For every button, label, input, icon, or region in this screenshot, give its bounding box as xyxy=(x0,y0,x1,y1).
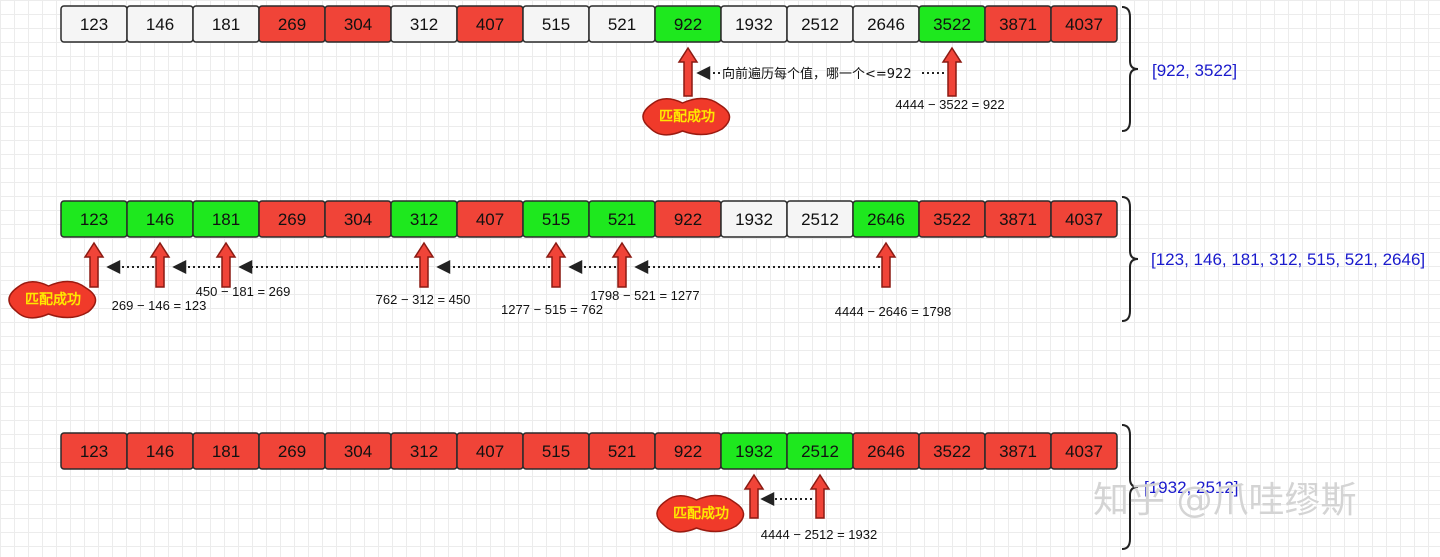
cell-value: 2512 xyxy=(801,15,839,34)
cell-value: 269 xyxy=(278,210,306,229)
cell-value: 181 xyxy=(212,442,240,461)
calc-label: 1277 − 515 = 762 xyxy=(501,302,603,317)
match-success-badge: 匹配成功 xyxy=(642,97,731,136)
cell-value: 269 xyxy=(278,442,306,461)
calc-label: 1798 − 521 = 1277 xyxy=(590,288,699,303)
cell-value: 1932 xyxy=(735,442,773,461)
cell-box xyxy=(1050,200,1118,238)
badge-label: 匹配成功 xyxy=(25,291,81,308)
arrow-2512 xyxy=(809,473,831,519)
cell-value: 521 xyxy=(608,442,636,461)
cell-box xyxy=(1050,432,1118,470)
cell-value: 1932 xyxy=(735,15,773,34)
cell-value: 407 xyxy=(476,210,504,229)
arrow-123 xyxy=(83,241,105,288)
cell-value: 2646 xyxy=(867,210,905,229)
cell-value: 515 xyxy=(542,210,570,229)
arrow-312 xyxy=(413,241,435,288)
cell-value: 304 xyxy=(344,442,372,461)
cell-value: 2512 xyxy=(801,210,839,229)
cell-value: 922 xyxy=(674,442,702,461)
calc-label: 4444 − 2512 = 1932 xyxy=(761,527,877,542)
cell-value: 312 xyxy=(410,15,438,34)
cell-value: 146 xyxy=(146,442,174,461)
arrow-521 xyxy=(611,241,633,288)
calc-label: 4444 − 3522 = 922 xyxy=(895,97,1004,112)
cell-value: 515 xyxy=(542,15,570,34)
result-brace xyxy=(1121,424,1139,550)
match-success-badge: 匹配成功 xyxy=(656,494,745,533)
cell-value: 181 xyxy=(212,15,240,34)
cell-value: 3871 xyxy=(999,15,1037,34)
cell-value: 4037 xyxy=(1065,210,1103,229)
cell-value: 304 xyxy=(344,210,372,229)
cell-value: 146 xyxy=(146,210,174,229)
cell-value: 521 xyxy=(608,15,636,34)
arrow-515 xyxy=(545,241,567,288)
cell-value: 3522 xyxy=(933,210,971,229)
cell-value: 2512 xyxy=(801,442,839,461)
cell-value: 181 xyxy=(212,210,240,229)
cell-value: 312 xyxy=(410,442,438,461)
cell-value: 3522 xyxy=(933,15,971,34)
array-row-3: 123 146 181 269 304 312 407 515 521 922 1932 2512 26… xyxy=(60,432,1118,470)
cell-value: 123 xyxy=(80,210,108,229)
badge-cloud xyxy=(8,280,97,319)
result-brace xyxy=(1121,6,1139,132)
cell-value: 407 xyxy=(476,15,504,34)
cell-value: 515 xyxy=(542,442,570,461)
arrow-181 xyxy=(215,241,237,288)
result-brace xyxy=(1121,196,1139,322)
cell-value: 922 xyxy=(674,210,702,229)
badge-cloud xyxy=(642,97,731,136)
badge-label: 匹配成功 xyxy=(673,505,729,522)
badge-label: 匹配成功 xyxy=(659,108,715,125)
cell-value: 269 xyxy=(278,15,306,34)
cell-value: 2646 xyxy=(867,15,905,34)
calc-label: 4444 − 2646 = 1798 xyxy=(835,304,951,319)
array-row-2: 123 146 181 269 304 312 407 515 521 922 1932 2512 26… xyxy=(60,200,1118,238)
arrow-922 xyxy=(677,46,699,97)
cell-box xyxy=(1050,5,1118,43)
calc-label: 269 − 146 = 123 xyxy=(112,298,207,313)
cell-value: 4037 xyxy=(1065,15,1103,34)
cell-value: 123 xyxy=(80,442,108,461)
cell-value: 521 xyxy=(608,210,636,229)
cell-value: 146 xyxy=(146,15,174,34)
cell-value: 304 xyxy=(344,15,372,34)
cell-value: 1932 xyxy=(735,210,773,229)
arrow-1932 xyxy=(743,473,765,519)
cell-value: 4037 xyxy=(1065,442,1103,461)
watermark: 知乎 @爪哇缪斯 xyxy=(1093,480,1356,521)
calc-label: 762 − 312 = 450 xyxy=(376,292,471,307)
cell-value: 312 xyxy=(410,210,438,229)
cell-value: 407 xyxy=(476,442,504,461)
match-success-badge: 匹配成功 xyxy=(8,280,97,319)
array-row-1: 123 146 181 269 304 312 407 515 521 922 1932 2512 26… xyxy=(60,5,1118,43)
arrow-3522 xyxy=(941,46,963,97)
result-label: [1932, 2512] xyxy=(1144,478,1239,497)
cell-value: 922 xyxy=(674,15,702,34)
result-label: [922, 3522] xyxy=(1152,61,1237,80)
cell-value: 123 xyxy=(80,15,108,34)
badge-cloud xyxy=(656,494,745,533)
cell-value: 3871 xyxy=(999,442,1037,461)
traverse-note: 向前遍历每个值，哪一个<=922 xyxy=(722,66,912,82)
result-label: [123, 146, 181, 312, 515, 521, 2646] xyxy=(1151,250,1425,269)
cell-value: 2646 xyxy=(867,442,905,461)
cell-value: 3522 xyxy=(933,442,971,461)
arrow-146 xyxy=(149,241,171,288)
arrow-2646 xyxy=(875,241,897,288)
cell-value: 3871 xyxy=(999,210,1037,229)
calc-label: 450 − 181 = 269 xyxy=(196,284,291,299)
